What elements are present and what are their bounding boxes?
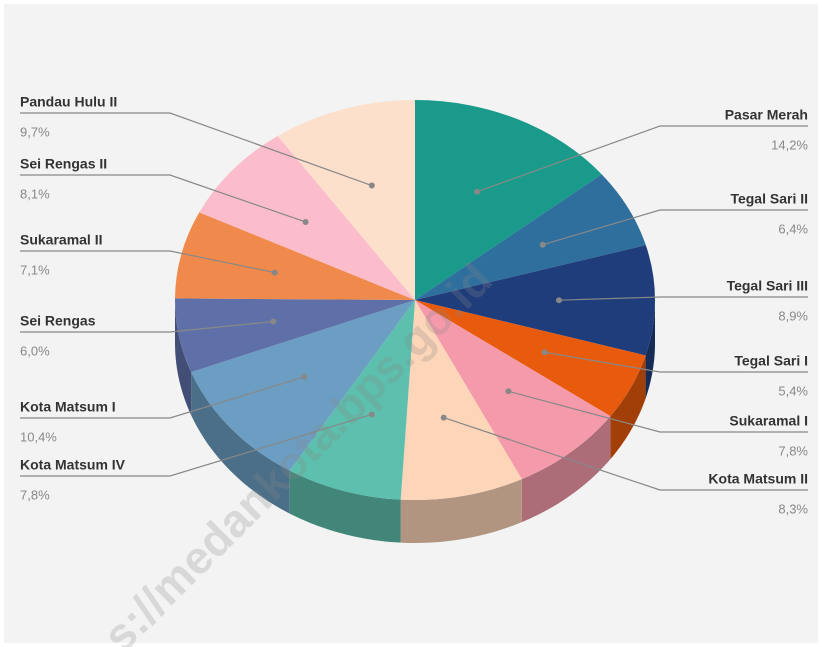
leader-dot — [555, 297, 562, 304]
leader-line — [20, 250, 275, 274]
slice-side — [191, 372, 290, 514]
slice-value: 7,1% — [20, 262, 50, 277]
slice-value: 9,7% — [20, 124, 50, 139]
slice — [191, 300, 415, 471]
slice-value: 7,8% — [778, 443, 808, 458]
slice-name: Tegal Sari I — [734, 353, 808, 369]
leader-dot — [301, 373, 308, 380]
slice — [289, 300, 415, 500]
leader-dot — [368, 411, 375, 418]
slice-name: Kota Matsum I — [20, 399, 116, 415]
slice-name: Tegal Sari II — [730, 191, 808, 207]
slice-value: 7,8% — [20, 487, 50, 502]
slice-value: 10,4% — [20, 429, 57, 444]
slice-side — [400, 479, 522, 543]
leader-dot — [539, 241, 546, 248]
leader-dot — [541, 349, 548, 356]
leader-line — [443, 417, 808, 491]
slice-name: Sukaramal II — [20, 232, 103, 248]
leader-dot — [368, 182, 375, 189]
slice-value: 5,4% — [778, 383, 808, 398]
leader-line — [20, 112, 373, 187]
leader-dot — [440, 414, 447, 421]
slice — [400, 300, 522, 501]
leader-dot — [302, 218, 309, 225]
slice-name: Sei Rengas II — [20, 156, 107, 172]
slice-name: Kota Matsum II — [708, 471, 808, 487]
slice-value: 14,2% — [771, 137, 808, 152]
leader-line — [544, 351, 808, 373]
slice-name: Kota Matsum IV — [20, 457, 126, 473]
leader-dot — [505, 388, 512, 395]
leader-dot — [474, 188, 481, 195]
leader-line — [558, 296, 808, 301]
slice — [415, 300, 646, 417]
slice — [175, 212, 415, 300]
leader-line — [508, 390, 808, 433]
slice-side — [521, 416, 611, 523]
slice-side — [289, 470, 401, 543]
slice-name: Sei Rengas — [20, 313, 96, 329]
slice-name: Sukaramal I — [729, 413, 808, 429]
slice — [199, 135, 415, 300]
slice — [415, 100, 602, 300]
leader-dot — [270, 318, 277, 325]
slice — [277, 100, 415, 300]
slice — [175, 298, 415, 373]
slice-name: Tegal Sari III — [727, 278, 808, 294]
slice — [415, 174, 646, 300]
slice-side — [645, 300, 655, 399]
slice-side — [610, 355, 646, 460]
leader-line — [20, 174, 306, 223]
slice-value: 8,9% — [778, 308, 808, 323]
slice-side — [175, 300, 192, 416]
slice — [415, 300, 611, 480]
slice-value: 6,0% — [20, 343, 50, 358]
leader-dot — [271, 269, 278, 276]
slice-name: Pasar Merah — [725, 107, 808, 123]
leader-line — [542, 209, 808, 246]
leader-line — [476, 125, 808, 193]
leader-line — [20, 320, 274, 333]
leader-line — [20, 376, 305, 419]
slice-value: 8,3% — [778, 501, 808, 516]
slice — [415, 245, 655, 356]
slice-value: 8,1% — [20, 186, 50, 201]
slice-name: Pandau Hulu II — [20, 94, 117, 110]
leader-line — [20, 413, 373, 477]
slice-value: 6,4% — [778, 221, 808, 236]
